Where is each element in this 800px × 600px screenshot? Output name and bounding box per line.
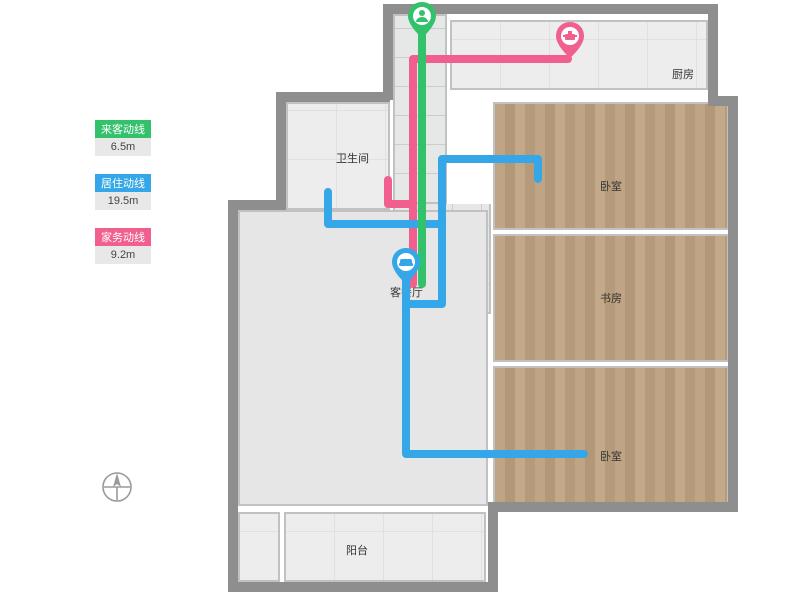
legend-label: 家务动线 [95,228,151,246]
legend-item-housework: 家务动线 9.2m [95,228,151,264]
legend-value: 6.5m [95,138,151,156]
legend-label: 来客动线 [95,120,151,138]
legend-item-guest: 来客动线 6.5m [95,120,151,156]
room-label-kitchen: 厨房 [672,66,694,82]
wall-segment [276,92,390,102]
room-label-bathroom: 卫生间 [336,150,369,166]
wall-segment [228,582,498,592]
marker-kitchen [556,22,584,58]
room-corridor [238,512,280,582]
wall-segment [228,200,238,590]
legend-value: 9.2m [95,246,151,264]
wall-segment [708,4,718,104]
room-study: 书房 [493,234,729,362]
room-balcony: 阳台 [284,512,486,582]
room-bedroom-1: 卧室 [493,102,729,230]
room-label-bedroom-1: 卧室 [600,178,622,194]
room-bathroom: 卫生间 [286,102,390,210]
compass-icon [100,470,134,509]
room-living: 客餐厅 [238,210,488,506]
room-bedroom-2: 卧室 [493,366,729,504]
legend-item-living: 居住动线 19.5m [95,174,151,210]
legend-label: 居住动线 [95,174,151,192]
wall-segment [276,92,286,208]
wall-segment [488,502,738,512]
room-label-bedroom-2: 卧室 [600,448,622,464]
diagram-canvas: 来客动线 6.5m 居住动线 19.5m 家务动线 9.2m 厨房 卫生间 [0,0,800,600]
wall-segment [728,96,738,510]
room-label-balcony: 阳台 [346,542,368,558]
legend-value: 19.5m [95,192,151,210]
wall-segment [383,4,393,100]
marker-entry [408,2,436,38]
marker-living [392,248,420,284]
room-label-living: 客餐厅 [390,284,423,300]
floorplan: 厨房 卫生间 卧室 客餐厅 书房 卧室 阳台 [228,4,738,596]
wall-segment [488,502,498,590]
legend: 来客动线 6.5m 居住动线 19.5m 家务动线 9.2m [95,120,151,264]
room-label-study: 书房 [600,290,622,306]
room-hallway [393,14,447,204]
